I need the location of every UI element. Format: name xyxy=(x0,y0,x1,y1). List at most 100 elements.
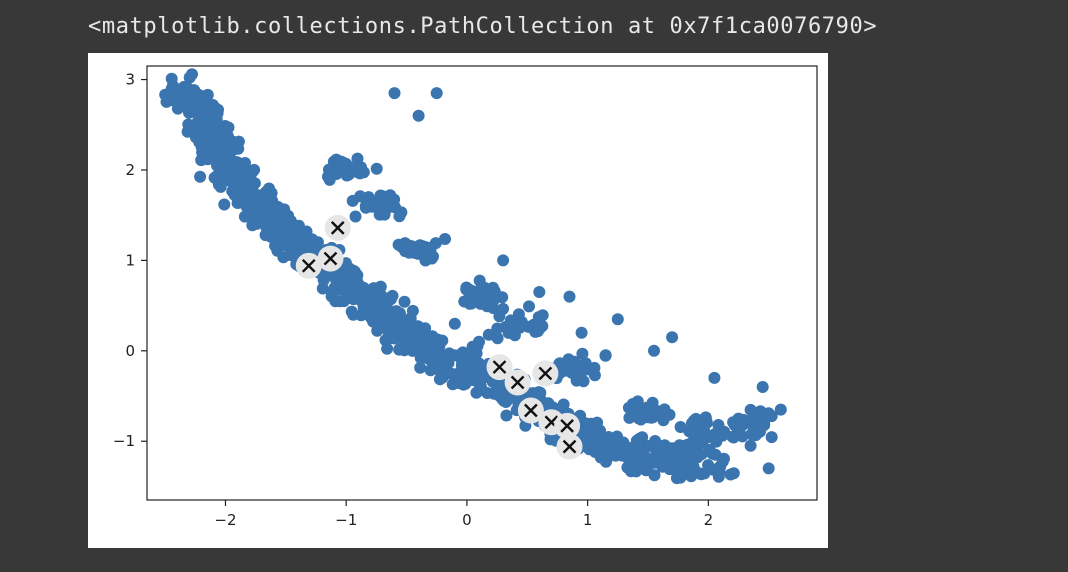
data-point xyxy=(412,109,425,122)
data-point xyxy=(399,245,412,258)
data-point xyxy=(500,409,513,422)
data-point xyxy=(670,456,683,469)
data-point xyxy=(357,301,370,314)
data-point xyxy=(635,446,648,459)
data-point xyxy=(724,468,737,481)
data-point xyxy=(160,95,173,108)
centroid-x-stroke xyxy=(524,403,538,418)
centroid-x-stroke xyxy=(560,419,574,433)
output-repr-text: <matplotlib.collections.PathCollection a… xyxy=(88,14,878,39)
data-point xyxy=(477,371,490,384)
centroid-marker xyxy=(317,245,344,272)
centroid-x-stroke xyxy=(538,366,553,381)
data-point xyxy=(593,446,606,459)
centroid-x-stroke xyxy=(510,375,525,390)
data-point xyxy=(388,87,401,100)
y-tick-label: 3 xyxy=(125,71,135,89)
data-point xyxy=(439,233,451,245)
centroid-marker xyxy=(517,397,544,424)
data-point xyxy=(641,401,653,414)
data-point xyxy=(648,439,661,452)
data-point xyxy=(473,335,485,348)
data-point xyxy=(499,321,512,333)
data-point xyxy=(470,386,483,399)
centroid-marker xyxy=(556,433,583,460)
data-point xyxy=(473,288,486,300)
figure-canvas: −2 −1 0 1 2 −1 0 1 2 3 xyxy=(88,53,828,548)
data-point xyxy=(208,171,221,184)
data-point xyxy=(613,446,626,459)
data-point xyxy=(264,200,277,213)
data-point xyxy=(414,239,426,252)
centroid-marker xyxy=(295,252,322,279)
data-point xyxy=(393,210,406,223)
data-point xyxy=(497,254,510,267)
data-point xyxy=(732,412,745,425)
data-point xyxy=(376,190,389,203)
data-point xyxy=(747,407,760,420)
data-point xyxy=(627,458,640,471)
y-tick-label: 2 xyxy=(125,161,135,179)
data-point xyxy=(599,349,612,362)
data-point xyxy=(623,411,636,424)
scatter-plot: −2 −1 0 1 2 −1 0 1 2 3 xyxy=(113,65,818,529)
data-point xyxy=(574,371,587,384)
data-point xyxy=(332,283,345,296)
data-point xyxy=(177,98,190,111)
data-point xyxy=(567,360,580,373)
x-tick-label: 2 xyxy=(704,511,714,529)
data-point xyxy=(744,439,757,452)
data-point xyxy=(290,233,303,246)
data-point xyxy=(488,293,501,306)
data-point xyxy=(228,170,241,183)
data-point xyxy=(425,349,438,362)
data-point xyxy=(392,311,405,324)
data-point xyxy=(378,305,391,317)
data-point xyxy=(707,463,720,476)
data-point xyxy=(201,100,213,113)
data-point xyxy=(579,357,592,370)
data-point xyxy=(393,343,406,356)
data-point xyxy=(246,219,259,232)
data-point xyxy=(433,340,446,353)
data-point xyxy=(222,121,235,134)
data-point xyxy=(532,386,545,399)
data-point xyxy=(682,460,695,472)
data-point xyxy=(529,321,542,334)
data-point xyxy=(204,131,217,144)
data-point xyxy=(370,162,383,175)
x-axis: −2 −1 0 1 2 xyxy=(214,500,713,529)
y-axis: −1 0 1 2 3 xyxy=(113,71,147,450)
data-point xyxy=(343,161,356,174)
data-point xyxy=(211,107,224,120)
data-point xyxy=(396,333,409,346)
data-point xyxy=(381,342,394,355)
data-point xyxy=(191,118,204,131)
centroid-x-stroke xyxy=(562,439,577,454)
data-point xyxy=(523,300,535,313)
centroid-x-stroke xyxy=(301,258,316,273)
data-point xyxy=(414,361,427,374)
data-point xyxy=(430,87,443,100)
centroid-markers xyxy=(295,214,583,460)
data-point xyxy=(316,282,329,295)
data-point xyxy=(645,411,658,424)
data-point xyxy=(679,442,692,454)
centroid-marker xyxy=(486,354,513,381)
data-point xyxy=(626,398,639,410)
data-point xyxy=(341,266,354,278)
data-point xyxy=(448,317,461,330)
data-point xyxy=(481,387,494,399)
data-point xyxy=(482,328,495,341)
data-point xyxy=(591,416,604,429)
data-point xyxy=(686,417,698,430)
centroid-marker xyxy=(532,360,559,387)
data-point xyxy=(765,410,778,423)
data-point xyxy=(508,329,521,342)
data-point xyxy=(458,365,471,377)
data-point xyxy=(346,194,359,207)
data-point xyxy=(349,210,362,223)
data-point xyxy=(322,170,334,183)
data-point xyxy=(210,116,222,129)
